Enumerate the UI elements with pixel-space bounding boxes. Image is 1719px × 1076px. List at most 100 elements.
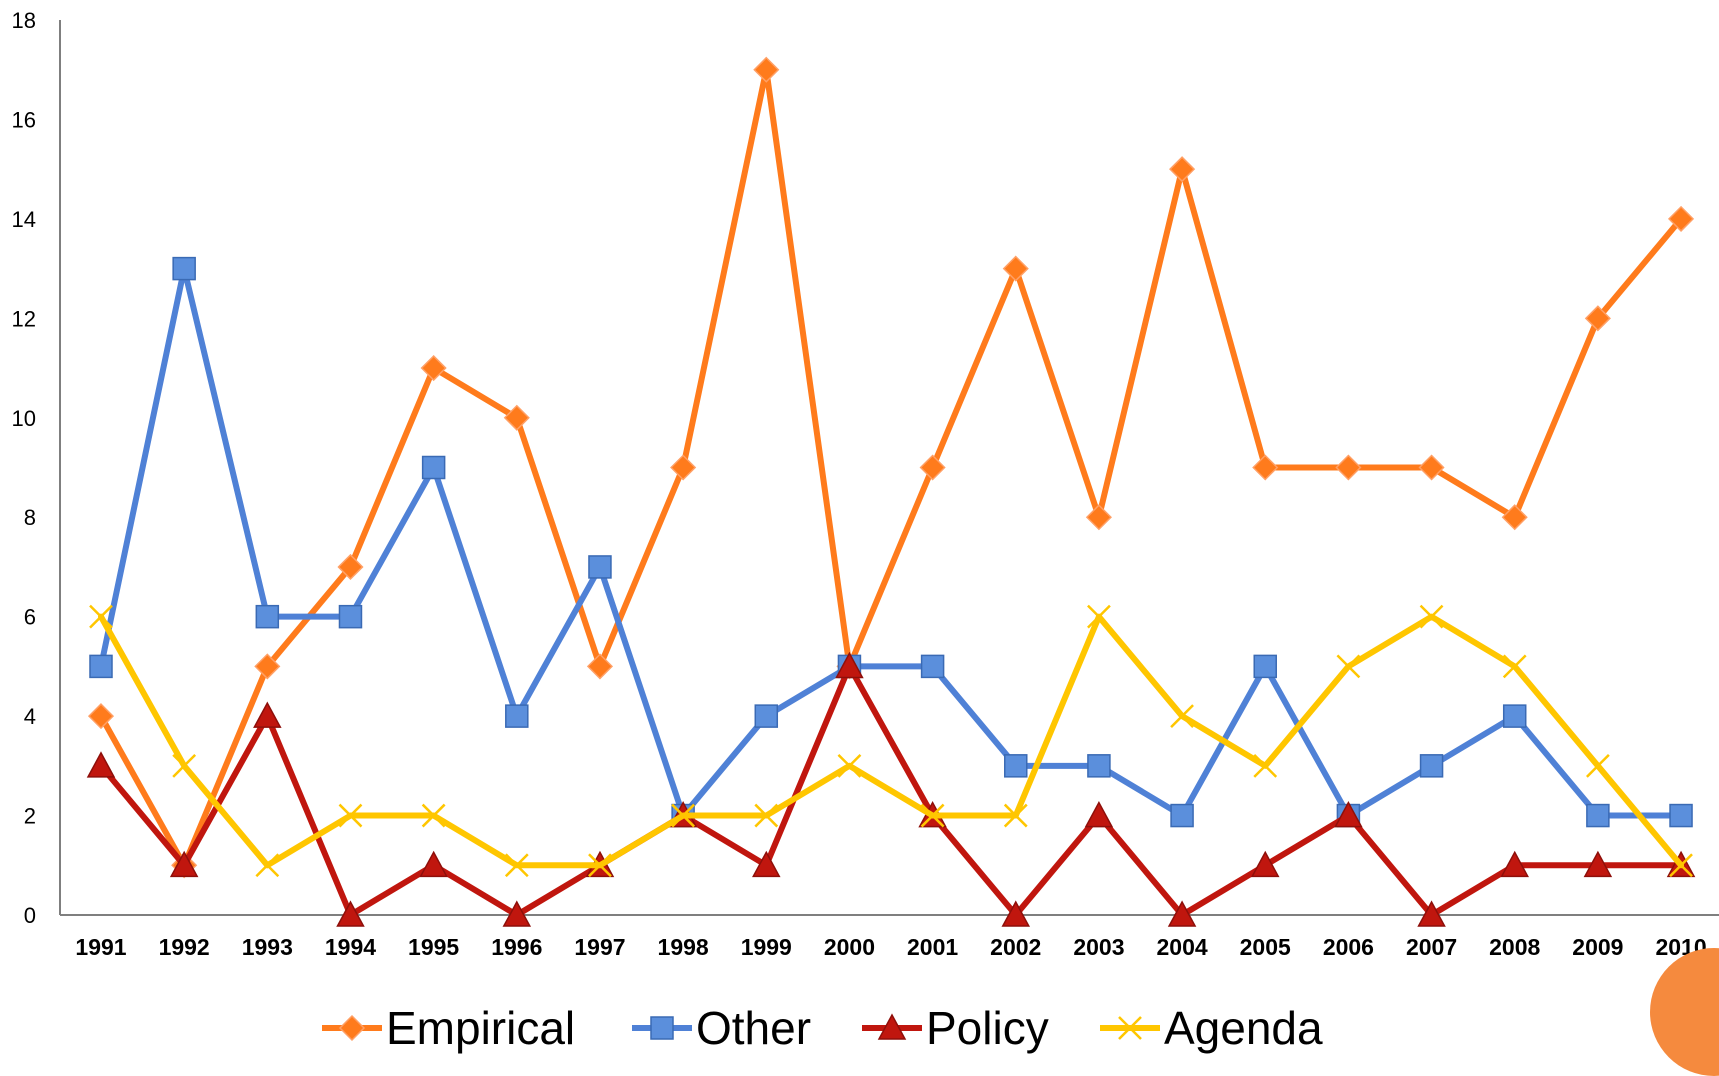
data-point-empirical: [1002, 255, 1029, 282]
legend-marker-empirical: [338, 1014, 366, 1042]
data-point-policy: [419, 850, 448, 878]
series-line-agenda: [98, 613, 1685, 869]
data-point-other: [1419, 754, 1444, 778]
x-tick-label: 2002: [990, 934, 1041, 960]
data-point-other: [338, 604, 363, 629]
x-tick-label: 2007: [1406, 934, 1457, 960]
x-tick-label: 1997: [574, 934, 625, 960]
data-point-policy: [336, 900, 365, 927]
data-point-empirical: [1085, 504, 1112, 531]
data-point-policy: [86, 751, 116, 778]
legend-item-other: Other: [632, 1002, 811, 1054]
series-line-policy: [98, 663, 1685, 918]
x-tick-label: 1994: [325, 934, 376, 960]
series-line-empirical: [98, 66, 1685, 869]
data-point-other: [89, 654, 113, 679]
legend-item-empirical: Empirical: [322, 1002, 575, 1054]
data-point-other: [1087, 754, 1111, 778]
data-point-agenda: [1585, 753, 1610, 778]
legend-label: Agenda: [1164, 1002, 1323, 1054]
data-point-empirical: [586, 653, 614, 680]
y-tick-label: 8: [24, 505, 36, 530]
data-point-policy: [1583, 850, 1613, 878]
data-point-policy: [1167, 900, 1197, 927]
series-empirical: [87, 56, 1695, 879]
x-tick-label: 2003: [1073, 934, 1124, 960]
y-tick-label: 14: [12, 207, 36, 232]
series-other: [89, 256, 1693, 828]
legend-label: Empirical: [386, 1002, 575, 1054]
data-point-other: [1253, 654, 1277, 679]
x-tick-label: 2008: [1489, 934, 1540, 960]
x-tick-label: 2005: [1240, 934, 1291, 960]
data-point-other: [754, 704, 779, 728]
legend: Empirical Other Policy Agenda: [322, 1002, 1323, 1054]
legend-label: Other: [696, 1002, 811, 1054]
data-point-policy: [835, 651, 864, 679]
data-point-other: [172, 256, 196, 281]
data-point-policy: [752, 850, 781, 878]
data-point-agenda: [1170, 704, 1194, 728]
data-point-agenda: [1502, 654, 1527, 679]
x-tick-label: 2006: [1323, 934, 1374, 960]
data-point-empirical: [503, 404, 530, 431]
y-tick-label: 6: [24, 605, 36, 630]
data-point-other: [421, 455, 446, 480]
data-point-empirical: [1584, 305, 1611, 332]
data-point-empirical: [919, 454, 946, 481]
x-tick-label: 1992: [159, 934, 210, 960]
data-point-agenda: [1336, 654, 1361, 679]
y-tick-label: 12: [12, 306, 36, 331]
data-point-policy: [1250, 850, 1280, 878]
y-tick-label: 10: [12, 406, 36, 431]
y-tick-label: 16: [12, 107, 36, 132]
data-point-agenda: [588, 853, 612, 878]
data-point-other: [1004, 754, 1028, 778]
x-tick-label: 2000: [824, 934, 875, 960]
x-tick-label: 1999: [741, 934, 792, 960]
x-tick-label: 2004: [1156, 934, 1207, 960]
data-point-agenda: [89, 604, 113, 629]
data-point-agenda: [754, 803, 779, 828]
data-point-empirical: [87, 703, 115, 730]
data-point-agenda: [338, 803, 363, 828]
data-point-policy: [1500, 850, 1529, 878]
data-point-empirical: [337, 553, 364, 581]
data-point-other: [505, 704, 529, 728]
series-line-other: [98, 265, 1685, 819]
y-tick-label: 2: [24, 804, 36, 829]
data-point-empirical: [1335, 454, 1362, 481]
data-point-policy: [1334, 800, 1363, 828]
x-tick-label: 2009: [1572, 934, 1623, 960]
data-point-empirical: [1667, 205, 1695, 232]
data-point-agenda: [920, 803, 945, 828]
series-layer: [86, 56, 1696, 927]
legend-marker-other: [650, 1016, 674, 1040]
data-point-agenda: [1669, 853, 1693, 878]
x-tick-label: 1995: [408, 934, 459, 960]
data-point-other: [588, 555, 612, 579]
x-tick-label: 2001: [907, 934, 958, 960]
data-point-policy: [253, 701, 282, 728]
y-tick-label: 4: [24, 704, 36, 729]
x-tick-label: 1991: [75, 934, 126, 960]
y-tick-label: 0: [24, 903, 36, 928]
data-point-policy: [169, 850, 199, 878]
data-point-agenda: [1087, 604, 1111, 629]
y-tick-label: 18: [12, 8, 36, 33]
data-point-agenda: [255, 853, 280, 878]
data-point-empirical: [1418, 454, 1445, 481]
data-point-agenda: [1003, 803, 1028, 828]
data-point-empirical: [753, 56, 780, 83]
legend-label: Policy: [926, 1002, 1049, 1054]
data-point-agenda: [1419, 604, 1444, 629]
data-point-agenda: [837, 753, 862, 778]
data-point-agenda: [1253, 753, 1278, 778]
legend-item-agenda: Agenda: [1100, 1002, 1323, 1054]
data-point-policy: [1417, 900, 1446, 927]
legend-item-policy: Policy: [862, 1002, 1049, 1054]
data-point-other: [1502, 704, 1527, 728]
data-point-other: [1669, 803, 1693, 828]
x-tick-labels: 1991 1992 1993 1994 1995 1996 1997 1998 1999 2000…: [75, 934, 1706, 960]
